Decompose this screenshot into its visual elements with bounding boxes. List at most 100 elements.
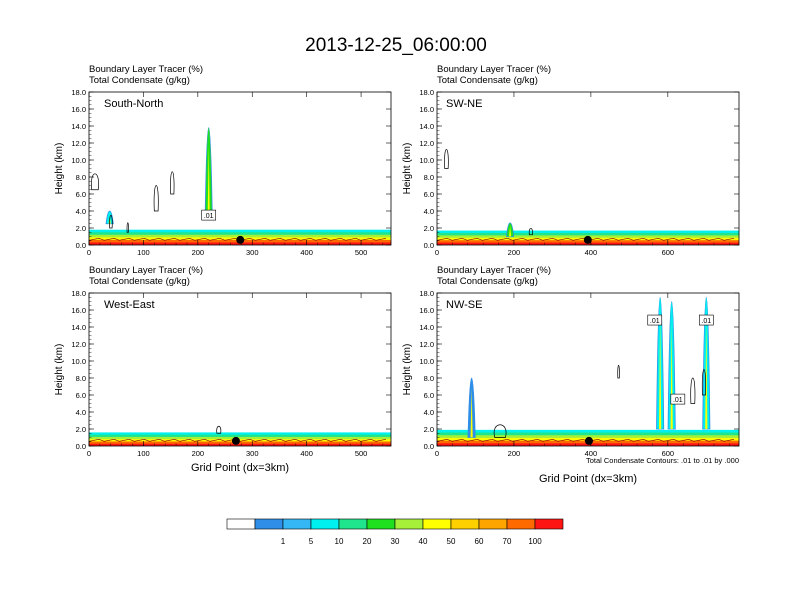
y-tick-label: 8.0 <box>424 173 434 182</box>
colorbar-label: 30 <box>391 537 400 546</box>
boundary-layer-band <box>89 443 391 446</box>
x-tick-label: 0 <box>435 248 439 257</box>
colorbar-swatch <box>394 518 424 530</box>
x-tick-label: 400 <box>585 248 598 257</box>
y-tick-label: 0.0 <box>424 241 434 250</box>
y-tick-label: 16.0 <box>419 105 434 114</box>
contour-label: .01 <box>701 318 711 325</box>
panel-label-sw-ne: SW-NE <box>446 98 482 110</box>
y-tick-label: 12.0 <box>71 139 86 148</box>
location-marker <box>236 235 245 244</box>
colorbar-swatch <box>282 518 312 530</box>
x-tick-label: 200 <box>192 248 205 257</box>
colorbar-swatch <box>254 518 284 530</box>
condensate-contour <box>701 369 707 396</box>
plot-area-nw-se: .01 .01 .01 0.0 2.0 4.0 6.0 8.0 10.0 12.0 14.0 16.0… <box>402 289 740 458</box>
y-tick-label: 14.0 <box>419 122 434 131</box>
x-tick-label: 100 <box>137 449 150 458</box>
plume-core <box>509 226 512 237</box>
location-marker <box>231 436 240 445</box>
plume-core <box>705 319 708 429</box>
x-tick-label: 300 <box>246 449 259 458</box>
y-tick-label: 12.0 <box>419 340 434 349</box>
x-tick-label: 100 <box>137 248 150 257</box>
x-tick-label: 200 <box>508 248 521 257</box>
y-tick-label: 16.0 <box>71 306 86 315</box>
colorbar-label: 40 <box>419 537 428 546</box>
plot-area-west-east: 0.0 2.0 4.0 6.0 8.0 10.0 12.0 14.0 16.0 18.0 0 100 2… <box>54 289 392 458</box>
y-axis-title: Height (km) <box>402 344 413 396</box>
y-tick-label: 6.0 <box>76 391 86 400</box>
x-axis-title-nw-se: Grid Point (dx=3km) <box>539 473 637 485</box>
plot-background <box>437 92 739 245</box>
y-tick-label: 6.0 <box>424 190 434 199</box>
plot-area-south-north: .01 0.0 2.0 4.0 6.0 8.0 10.0 12.0 14.0 16.0 18.0 0 1… <box>54 88 392 257</box>
y-tick-label: 0.0 <box>76 442 86 451</box>
panel-label-south-north: South-North <box>104 98 163 110</box>
panel-title-line1: Boundary Layer Tracer (%) <box>89 265 203 276</box>
y-tick-label: 8.0 <box>76 173 86 182</box>
y-tick-label: 6.0 <box>76 190 86 199</box>
y-tick-label: 18.0 <box>71 289 86 298</box>
y-tick-label: 4.0 <box>76 207 86 216</box>
y-tick-label: 18.0 <box>419 289 434 298</box>
condensate-contour <box>617 364 620 379</box>
condensate-contour <box>493 424 507 438</box>
x-tick-label: 400 <box>300 248 313 257</box>
panel-west-east: Boundary Layer Tracer (%) Total Condensa… <box>54 265 392 474</box>
colorbar-swatch <box>338 518 368 530</box>
y-tick-label: 16.0 <box>419 306 434 315</box>
contour-label: .01 <box>204 213 214 220</box>
panel-title-line2: Total Condensate (g/kg) <box>89 276 190 287</box>
colorbar-swatch <box>366 518 396 530</box>
colorbar-swatch <box>226 518 256 530</box>
panel-title-line1: Boundary Layer Tracer (%) <box>89 64 203 75</box>
plume-core <box>207 145 210 220</box>
contour-label: .01 <box>650 318 660 325</box>
colorbar-swatch <box>450 518 480 530</box>
y-tick-label: 8.0 <box>76 374 86 383</box>
x-tick-label: 600 <box>662 248 675 257</box>
y-axis-title: Height (km) <box>54 143 65 195</box>
x-axis-title-west-east: Grid Point (dx=3km) <box>191 462 289 474</box>
y-tick-label: 10.0 <box>71 357 86 366</box>
plume-core <box>470 388 473 438</box>
y-tick-label: 0.0 <box>76 241 86 250</box>
y-tick-label: 2.0 <box>76 224 86 233</box>
panel-title-line1: Boundary Layer Tracer (%) <box>437 265 551 276</box>
x-tick-label: 0 <box>87 248 91 257</box>
plume-core <box>659 319 662 429</box>
colorbar: 1 5 10 20 30 40 50 60 70 100 <box>226 518 564 546</box>
condensate-contour <box>216 425 222 434</box>
colorbar-swatch <box>534 518 564 530</box>
panel-title-line2: Total Condensate (g/kg) <box>437 75 538 86</box>
colorbar-label: 70 <box>503 537 512 546</box>
x-tick-label: 400 <box>585 449 598 458</box>
colorbar-label: 50 <box>447 537 456 546</box>
condensate-contour <box>690 377 696 404</box>
y-tick-label: 10.0 <box>71 156 86 165</box>
condensate-contour <box>91 173 99 191</box>
panel-nw-se: Boundary Layer Tracer (%) Total Condensa… <box>402 265 740 485</box>
y-tick-label: 2.0 <box>424 425 434 434</box>
contour-label: .01 <box>673 397 683 404</box>
location-marker <box>583 235 592 244</box>
x-tick-label: 500 <box>355 449 368 458</box>
panel-label-west-east: West-East <box>104 299 155 311</box>
y-tick-label: 14.0 <box>419 323 434 332</box>
x-tick-label: 300 <box>246 248 259 257</box>
colorbar-swatch <box>506 518 536 530</box>
contour-note: Total Condensate Contours: .01 to .01 by… <box>586 456 739 465</box>
y-tick-label: 10.0 <box>419 357 434 366</box>
condensate-contour <box>109 214 113 229</box>
y-tick-label: 14.0 <box>71 323 86 332</box>
y-tick-label: 18.0 <box>71 88 86 97</box>
contour-label-box <box>201 209 217 221</box>
plot-background <box>89 293 391 446</box>
y-tick-label: 6.0 <box>424 391 434 400</box>
y-axis-title: Height (km) <box>402 143 413 195</box>
y-tick-label: 2.0 <box>424 224 434 233</box>
plot-background <box>437 293 739 446</box>
contour-label-box <box>647 314 663 326</box>
y-tick-label: 4.0 <box>76 408 86 417</box>
